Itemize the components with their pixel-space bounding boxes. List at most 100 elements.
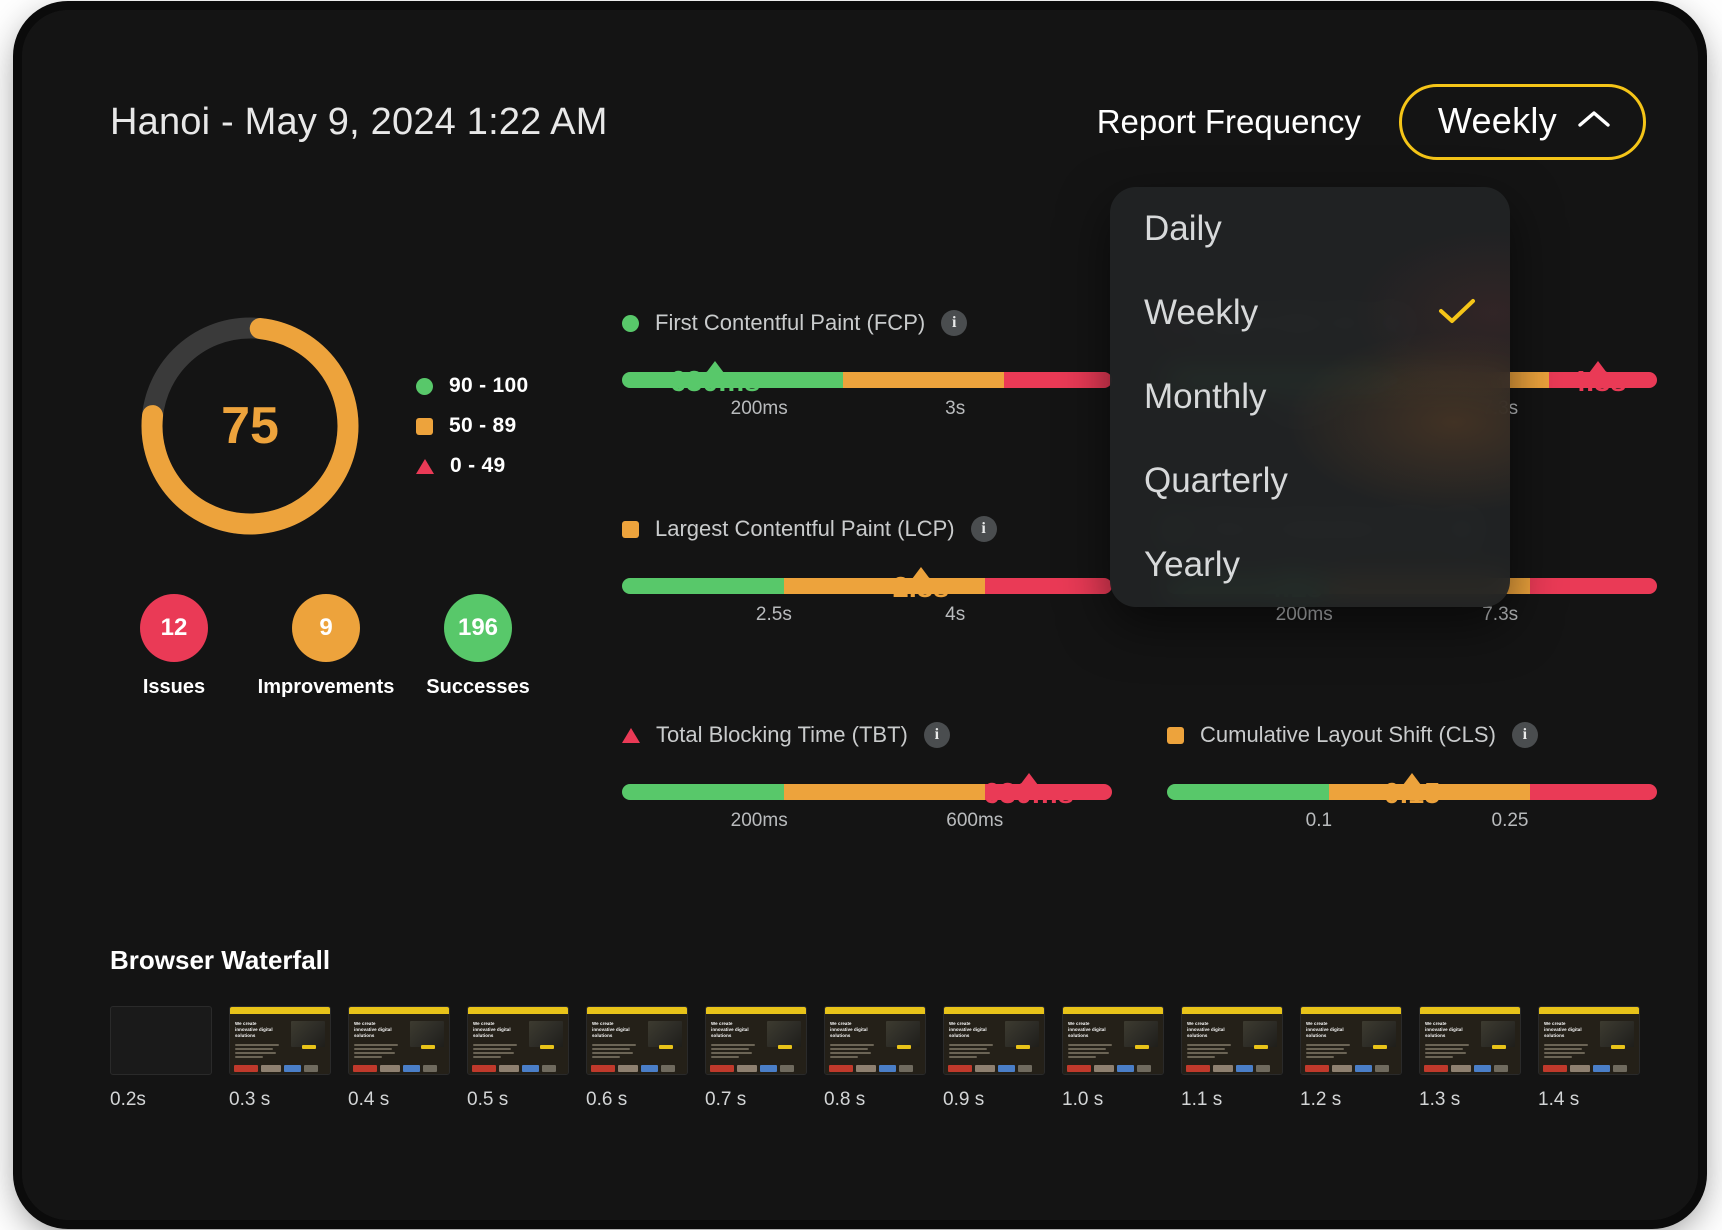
menu-item-quarterly[interactable]: Quarterly <box>1110 439 1510 523</box>
thumb-footer-bars <box>1067 1065 1159 1072</box>
info-icon[interactable]: i <box>941 310 968 336</box>
bar-tick: 2.5s <box>755 604 792 625</box>
waterfall-time-label: 1.3 s <box>1419 1089 1461 1110</box>
thumb-footer-bars <box>829 1065 921 1072</box>
thumb-topbar <box>825 1007 925 1014</box>
waterfall-time-label: 0.7 s <box>705 1089 747 1110</box>
waterfall-thumbnail[interactable] <box>110 1006 212 1075</box>
bar-track <box>1167 784 1657 800</box>
stat-successes[interactable]: 196 Successes <box>422 594 534 699</box>
waterfall-thumbnail[interactable]: We create innovative digital solutions <box>1538 1006 1640 1075</box>
waterfall-thumbnail[interactable]: We create innovative digital solutions <box>1062 1006 1164 1075</box>
bar-track <box>622 578 1112 594</box>
square-icon <box>416 417 433 435</box>
waterfall-thumbnail[interactable]: We create innovative digital solutions <box>467 1006 569 1075</box>
waterfall-strip: 0.2s We create innovative digital solutions… <box>110 1006 1648 1111</box>
thumb-body: We create innovative digital solutions <box>1420 1014 1520 1074</box>
chevron-up-icon <box>1577 108 1611 135</box>
thumb-text-lines <box>592 1044 636 1060</box>
device-frame: Hanoi - May 9, 2024 1:22 AM Report Frequ… <box>22 10 1698 1220</box>
thumb-cta-badge <box>1016 1045 1030 1049</box>
thumb-headline: We create innovative digital solutions <box>830 1021 868 1038</box>
waterfall-thumbnail[interactable]: We create innovative digital solutions <box>229 1006 331 1075</box>
thumb-cta-badge <box>1254 1045 1268 1049</box>
thumb-text-lines <box>354 1044 398 1060</box>
thumb-cta-badge <box>1373 1045 1387 1049</box>
report-frequency-menu[interactable]: Daily Weekly Monthly <box>1110 187 1510 607</box>
bar-marker-icon <box>1019 773 1038 785</box>
menu-item-daily[interactable]: Daily <box>1110 187 1510 271</box>
triangle-icon <box>416 458 434 474</box>
menu-item-label: Quarterly <box>1144 461 1288 500</box>
bar-segment <box>1529 784 1657 800</box>
legend-label: 90 - 100 <box>449 374 529 397</box>
menu-item-yearly[interactable]: Yearly <box>1110 523 1510 607</box>
app-screen: Hanoi - May 9, 2024 1:22 AM Report Frequ… <box>22 10 1698 1220</box>
menu-item-monthly[interactable]: Monthly <box>1110 355 1510 439</box>
waterfall-time-label: 1.4 s <box>1538 1089 1580 1110</box>
waterfall-thumbnail[interactable]: We create innovative digital solutions <box>1419 1006 1521 1075</box>
stat-issues[interactable]: 12 Issues <box>118 594 230 699</box>
report-frequency-dropdown-button[interactable]: Weekly <box>1398 84 1646 160</box>
thumb-headline: We create innovative digital solutions <box>235 1021 273 1038</box>
waterfall-time-label: 1.2 s <box>1300 1089 1342 1110</box>
bar-tick: 200ms <box>1275 604 1333 625</box>
browser-waterfall-section: Browser Waterfall 0.2s We create innovativ… <box>110 945 1648 1111</box>
waterfall-thumbnail[interactable]: We create innovative digital solutions <box>1181 1006 1283 1075</box>
thumb-topbar <box>1301 1007 1401 1014</box>
thumb-topbar <box>944 1007 1044 1014</box>
thumb-text-lines <box>1068 1044 1112 1060</box>
bar-segment <box>984 784 1112 800</box>
thumb-text-lines <box>473 1044 517 1060</box>
menu-item-weekly[interactable]: Weekly <box>1110 271 1510 355</box>
waterfall-time-label: 1.0 s <box>1062 1089 1104 1110</box>
bar-ticks: 200ms 600ms <box>622 810 1112 836</box>
legend-item-average: 50 - 89 <box>416 414 528 438</box>
thumb-body: We create innovative digital solutions <box>230 1014 330 1074</box>
bar-tick: 200ms <box>730 810 788 831</box>
thumb-headline: We create innovative digital solutions <box>592 1021 630 1038</box>
metric-header: Total Blocking Time (TBT) i <box>622 722 1112 748</box>
menu-item-label: Weekly <box>1144 293 1259 332</box>
thumb-topbar <box>1420 1007 1520 1014</box>
waterfall-thumbnail[interactable]: We create innovative digital solutions <box>824 1006 926 1075</box>
thumb-headline: We create innovative digital solutions <box>473 1021 511 1038</box>
info-icon[interactable]: i <box>1511 722 1538 748</box>
bar-ticks: 2.5s 4s <box>622 604 1112 630</box>
thumb-hero-image <box>1362 1021 1396 1047</box>
waterfall-thumbnail[interactable]: We create innovative digital solutions <box>943 1006 1045 1075</box>
waterfall-time-label: 0.5 s <box>467 1089 509 1110</box>
thumb-cta-badge <box>1492 1045 1506 1049</box>
metric-name: Largest Contentful Paint (LCP) <box>655 516 955 541</box>
score-value: 75 <box>221 397 279 455</box>
bar-track <box>622 784 1112 800</box>
bar-ticks: 200ms 7.3s <box>1167 604 1657 630</box>
info-icon[interactable]: i <box>970 516 997 542</box>
bar-tick: 200ms <box>730 398 788 419</box>
waterfall-thumbnail[interactable]: We create innovative digital solutions <box>705 1006 807 1075</box>
thumb-footer-bars <box>472 1065 564 1072</box>
thumb-cta-badge <box>659 1045 673 1049</box>
waterfall-frame: We create innovative digital solutions 0.3 … <box>229 1006 331 1111</box>
info-icon[interactable]: i <box>923 722 950 748</box>
waterfall-thumbnail[interactable]: We create innovative digital solutions <box>1300 1006 1402 1075</box>
thumb-text-lines <box>1425 1044 1469 1060</box>
waterfall-title: Browser Waterfall <box>110 945 331 975</box>
stat-improvements[interactable]: 9 Improvements <box>258 594 394 699</box>
bar-segment <box>842 372 1005 388</box>
waterfall-thumbnail[interactable]: We create innovative digital solutions <box>348 1006 450 1075</box>
metric-card: Cumulative Layout Shift (CLS)i0.150.10.2… <box>1167 722 1657 836</box>
thumb-hero-image <box>1481 1021 1515 1047</box>
waterfall-thumbnail[interactable]: We create innovative digital solutions <box>586 1006 688 1075</box>
bar-segment <box>1549 372 1657 388</box>
stat-label: Issues <box>142 676 206 698</box>
bar-segment <box>984 578 1112 594</box>
thumb-text-lines <box>1306 1044 1350 1060</box>
bar-segment <box>622 578 784 594</box>
thumb-headline: We create innovative digital solutions <box>1187 1021 1225 1038</box>
thumb-hero-image <box>886 1021 920 1047</box>
waterfall-time-label: 0.6 s <box>586 1089 628 1110</box>
bar-tick: 0.25 <box>1491 810 1529 831</box>
